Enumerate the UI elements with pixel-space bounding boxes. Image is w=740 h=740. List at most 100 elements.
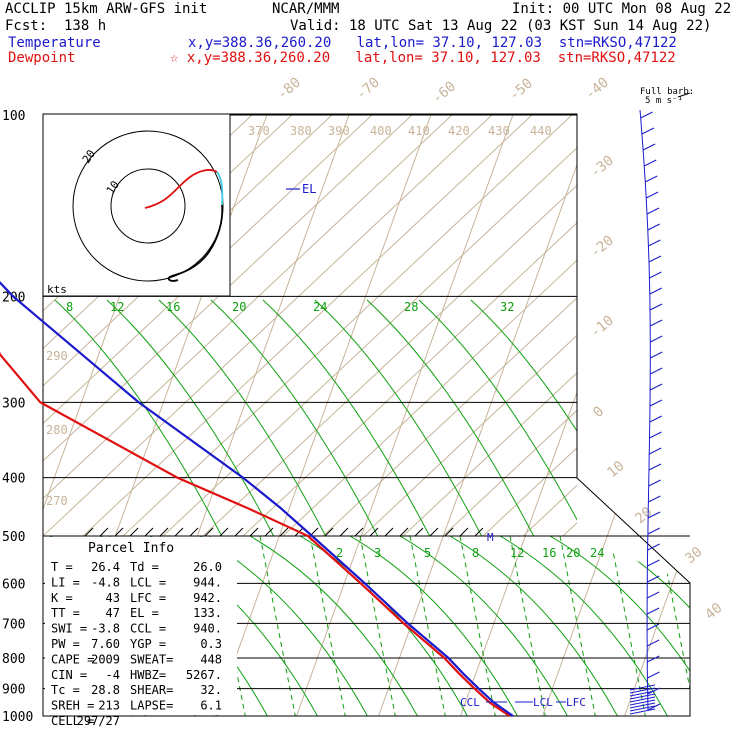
wind-barb xyxy=(629,696,656,703)
parcel-info-cell: LFC = xyxy=(130,591,166,605)
dewpoint-profile xyxy=(0,351,511,717)
surface-hatch xyxy=(144,527,154,537)
wind-barb xyxy=(629,708,656,715)
wind-barb xyxy=(646,607,660,615)
hodograph-units: kts xyxy=(47,283,67,296)
barb-legend-title: Full barb: xyxy=(640,87,694,97)
mixing-ratio-label: 8 xyxy=(472,546,479,560)
wind-barb xyxy=(650,351,663,359)
mixing-ratio-label: 16 xyxy=(542,546,556,560)
parcel-info-cell: -4 xyxy=(106,668,120,682)
parcel-info-cell: 28.8 xyxy=(91,683,120,697)
surface-hatch xyxy=(174,527,184,537)
wind-barb xyxy=(642,143,656,151)
dewpoint-legend: Dewpoint xyxy=(8,50,76,66)
mixing-ratio-label: 2 xyxy=(336,546,343,560)
parcel-info-cell: 26.4 xyxy=(91,560,120,574)
wind-barb xyxy=(648,463,662,471)
temperature-profile xyxy=(0,280,514,717)
theta-label: 400 xyxy=(370,124,392,138)
dry-adiabat-line xyxy=(122,114,574,536)
mixing-ratio-line xyxy=(509,536,551,716)
surface-hatch xyxy=(399,527,409,537)
isotherm-label: -40 xyxy=(582,75,612,104)
surface-hatch xyxy=(384,527,394,537)
dry-adiabat-line xyxy=(43,114,454,500)
theta-label: 420 xyxy=(448,124,470,138)
moist-adiabat-line xyxy=(54,299,223,536)
parcel-info-cell: 297/27 xyxy=(77,714,120,728)
parcel-info-cell: CIN = xyxy=(51,668,87,682)
wind-barb xyxy=(648,255,662,263)
forecast-hour: Fcst: 138 h xyxy=(5,18,107,34)
dry-adiabat-line xyxy=(202,184,577,536)
theta-label: 430 xyxy=(488,124,510,138)
parcel-info-panel: Parcel Info T = 26.4 Td = 26.0 LI = -4.8 LCL =… xyxy=(45,537,237,728)
parcel-info-cell: 43 xyxy=(106,591,120,605)
parcel-info-cell: -4.8 xyxy=(91,575,120,589)
wind-barb xyxy=(649,415,662,423)
moist-adiabat-line xyxy=(549,536,690,716)
wind-barb xyxy=(649,303,663,311)
wind-barb-staff xyxy=(639,109,651,711)
parcel-info-cell: PW = xyxy=(51,637,80,651)
wind-barb xyxy=(647,671,660,679)
wind-barb xyxy=(629,699,656,706)
level-markers: EL M CCL LCL LFC xyxy=(286,182,586,709)
moist-adiabat-line xyxy=(599,536,690,716)
temperature-location: x,y=388.36,260.20 lat,lon= 37.10, 127.03… xyxy=(188,35,677,51)
parcel-info-cell: SWEAT= xyxy=(130,652,173,666)
wind-barb xyxy=(649,399,663,407)
moist-adiabat-line xyxy=(210,299,379,536)
surface-hatch xyxy=(204,527,214,537)
pressure-label: 300 xyxy=(2,396,25,411)
isotherm-label: 10 xyxy=(604,458,627,481)
moist-adiabat-line xyxy=(470,299,577,433)
isotherm-label: -60 xyxy=(429,79,459,108)
theta-label-left: 280 xyxy=(46,423,68,437)
surface-hatch xyxy=(84,527,94,537)
hodograph-ring-20 xyxy=(72,130,224,282)
parcel-info-cell: 942. xyxy=(193,591,222,605)
theta-e-label: 24 xyxy=(313,300,327,314)
lcl-marker: LCL xyxy=(533,696,553,709)
wind-barb xyxy=(645,191,659,199)
surface-hatch xyxy=(264,527,274,537)
parcel-info-cell: 0.3 xyxy=(200,637,222,651)
mixing-ratio-label: 20 xyxy=(566,546,580,560)
parcel-info-cell: 940. xyxy=(193,622,222,636)
pressure-label: 900 xyxy=(2,683,25,698)
wind-barb xyxy=(647,703,661,711)
dry-adiabat-line xyxy=(402,372,577,536)
parcel-info-cell: 47 xyxy=(106,606,120,620)
parcel-info-cell: 133. xyxy=(193,606,222,620)
m-marker: M xyxy=(487,531,494,544)
hodograph-trace-low xyxy=(144,169,218,209)
pressure-label: 800 xyxy=(2,652,25,667)
wind-barb xyxy=(649,447,662,455)
parcel-info-cell: LI = xyxy=(51,575,80,589)
mixing-ratio-label: 3 xyxy=(374,546,381,560)
mixing-ratio-line xyxy=(609,536,651,716)
wind-barb xyxy=(646,591,660,599)
surface-hatch xyxy=(159,527,169,537)
theta-label: 380 xyxy=(290,124,312,138)
surface-hatch xyxy=(354,527,364,537)
parcel-info-cell: EL = xyxy=(130,606,159,620)
wind-barb xyxy=(641,127,655,135)
parcel-info-cell: 32. xyxy=(200,683,222,697)
dry-adiabat-line xyxy=(643,114,740,536)
surface-hatch xyxy=(99,527,109,537)
moist-adiabat-line xyxy=(449,536,631,716)
hodograph-ring-10 xyxy=(110,168,186,244)
wind-barb xyxy=(647,559,660,567)
theta-label-left: 270 xyxy=(46,494,68,508)
dewpoint-location: ☆ x,y=388.36,260.20 lat,lon= 37.10, 127.… xyxy=(170,50,676,66)
parcel-info-cell: -3.8 xyxy=(91,622,120,636)
isotherm-line xyxy=(291,114,535,716)
moist-adiabat-line xyxy=(349,536,531,716)
theta-label: 410 xyxy=(408,124,430,138)
surface-hatch xyxy=(129,527,139,537)
parcel-info-title: Parcel Info xyxy=(88,541,174,556)
dry-adiabat-line xyxy=(162,147,577,536)
